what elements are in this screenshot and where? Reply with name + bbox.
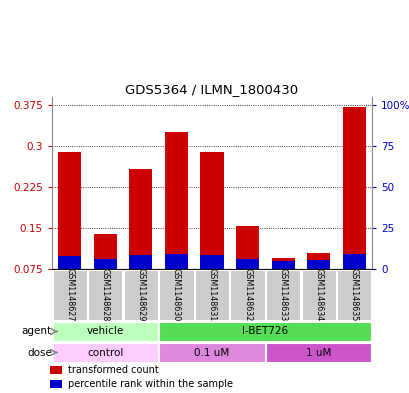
Text: I-BET726: I-BET726	[242, 327, 288, 336]
Text: transformed count: transformed count	[68, 365, 159, 375]
Bar	[159, 322, 371, 341]
Bar	[129, 255, 152, 269]
Bar	[53, 322, 157, 341]
Text: GSM1148633: GSM1148633	[278, 268, 287, 321]
Bar	[236, 226, 258, 269]
Text: GSM1148635: GSM1148635	[349, 268, 358, 322]
Bar	[342, 254, 365, 269]
Bar	[88, 270, 122, 320]
Bar	[301, 270, 335, 320]
Text: GSM1148627: GSM1148627	[65, 268, 74, 322]
Text: control: control	[87, 347, 123, 358]
Bar	[194, 270, 229, 320]
Text: GSM1148630: GSM1148630	[171, 268, 180, 321]
Text: agent: agent	[22, 327, 52, 336]
Bar	[58, 152, 81, 269]
Title: GDS5364 / ILMN_1800430: GDS5364 / ILMN_1800430	[125, 83, 298, 96]
Bar	[271, 258, 294, 269]
Text: vehicle: vehicle	[86, 327, 124, 336]
Bar	[94, 259, 117, 269]
Bar	[271, 261, 294, 269]
Bar	[53, 343, 157, 362]
Bar	[159, 270, 193, 320]
Bar	[129, 169, 152, 269]
Bar	[53, 270, 87, 320]
Bar	[58, 257, 81, 269]
Text: dose: dose	[27, 347, 52, 358]
Text: GSM1148628: GSM1148628	[101, 268, 110, 322]
Text: GSM1148631: GSM1148631	[207, 268, 216, 321]
Bar	[230, 270, 264, 320]
Bar	[124, 270, 157, 320]
Bar	[159, 343, 264, 362]
Bar	[200, 152, 223, 269]
Bar	[306, 253, 329, 269]
Text: GSM1148632: GSM1148632	[243, 268, 252, 322]
Bar	[164, 132, 188, 269]
Bar	[164, 254, 188, 269]
Text: 0.1 uM: 0.1 uM	[194, 347, 229, 358]
Bar	[336, 270, 371, 320]
Bar	[342, 107, 365, 269]
Bar	[50, 366, 62, 374]
Text: GSM1148629: GSM1148629	[136, 268, 145, 322]
Bar	[306, 260, 329, 269]
Text: 1 uM: 1 uM	[305, 347, 330, 358]
Bar	[265, 343, 371, 362]
Text: GSM1148634: GSM1148634	[313, 268, 322, 321]
Bar	[236, 259, 258, 269]
Bar	[265, 270, 299, 320]
Text: percentile rank within the sample: percentile rank within the sample	[68, 379, 233, 389]
Bar	[94, 233, 117, 269]
Bar	[50, 380, 62, 387]
Bar	[200, 255, 223, 269]
